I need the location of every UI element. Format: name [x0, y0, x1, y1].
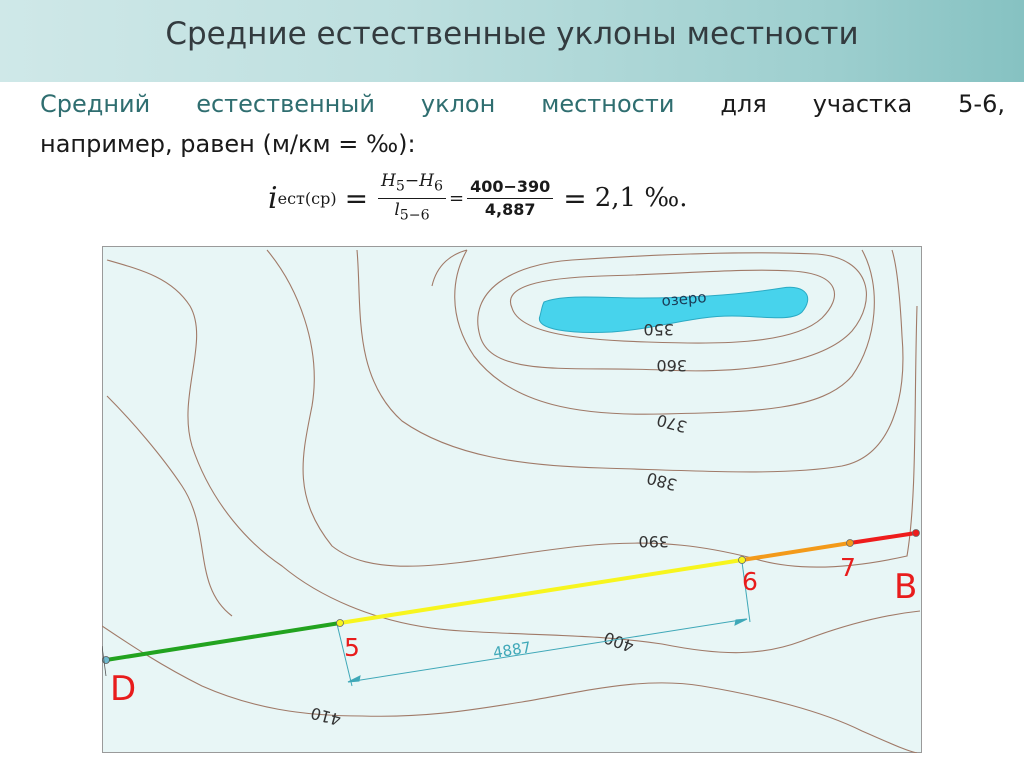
contour-line-350	[509, 269, 835, 344]
segment-5-6	[339, 558, 743, 625]
fraction-symbolic-numerator: H5−H6	[378, 170, 446, 199]
num-H6: H	[419, 171, 434, 192]
point-7-label: 7	[840, 553, 856, 582]
contour-line-380	[356, 249, 904, 473]
dimension-ext-right	[741, 561, 751, 623]
point-D-label: D	[110, 669, 136, 709]
num-H5-sub: 5	[395, 178, 405, 195]
num-H6-sub: 6	[433, 178, 443, 195]
contour-line-410	[101, 625, 918, 754]
title-bar: Средние естественные уклоны местности	[0, 0, 1024, 82]
contour-line-390	[266, 249, 918, 568]
dimension-ext-left	[336, 623, 353, 687]
formula-subscript: ест(ср)	[277, 188, 337, 208]
point-6-label: 6	[742, 567, 758, 596]
distance-label: 4887	[492, 638, 533, 662]
distance-dimension	[336, 561, 751, 687]
dimension-arrow-right	[734, 618, 748, 626]
point-B-label: B	[894, 567, 917, 607]
map-background	[102, 246, 922, 753]
map-svg: озеро 350 360 370 380 390 400 410 4887	[101, 246, 922, 754]
point-6-marker	[738, 556, 746, 564]
contour-line-360	[477, 252, 867, 372]
point-5-marker	[336, 619, 344, 627]
description-rest: для участка 5-6,	[720, 90, 1005, 118]
num-H5: H	[381, 171, 396, 192]
point-D-tick	[101, 645, 107, 677]
fraction-numeric-numerator: 400−390	[467, 176, 554, 199]
topographic-map: озеро 350 360 370 380 390 400 410 4887	[101, 246, 922, 754]
contour-line-400-a	[106, 259, 921, 654]
segment-6-7	[741, 541, 851, 562]
segment-D-5	[105, 621, 341, 662]
point-7-marker	[846, 539, 854, 547]
slope-formula: i ест(ср) = H5−H6 l5−6 = 400−390 4,887 =…	[268, 162, 688, 234]
contour-label-350: 350	[643, 320, 674, 339]
formula-equals-2: =	[563, 181, 587, 215]
fraction-symbolic-denominator: l5−6	[391, 199, 432, 226]
segment-7-B	[849, 531, 917, 545]
formula-equals: =	[344, 181, 369, 215]
highlighted-term: Средний естественный уклон местности	[40, 90, 675, 118]
dimension-main	[347, 618, 748, 683]
slide-title: Средние естественные уклоны местности	[165, 16, 859, 52]
fraction-symbolic: H5−H6 l5−6	[378, 170, 446, 226]
fraction-numeric: 400−390 4,887	[467, 176, 554, 221]
fraction-numeric-denominator: 4,887	[484, 199, 536, 219]
point-5-label: 5	[344, 633, 360, 662]
description-line-2: например, равен (м/км = ‰):	[40, 130, 416, 158]
formula-small-equals: =	[448, 187, 465, 209]
description-line-1: Средний естественный уклон местности для…	[40, 84, 1005, 124]
contour-line-370	[431, 249, 875, 415]
dimension-arrow-left	[347, 675, 361, 683]
den-l: l	[394, 199, 400, 220]
formula-symbol: i	[268, 180, 278, 216]
lake-shape	[538, 286, 809, 333]
lake-label: озеро	[661, 288, 707, 310]
contour-label-390: 390	[638, 532, 669, 551]
formula-result: 2,1 ‰.	[594, 183, 688, 213]
contour-label-360: 360	[656, 356, 687, 375]
den-l-sub: 5−6	[399, 206, 430, 223]
contour-line-400-b	[106, 395, 233, 617]
num-minus: −	[404, 171, 420, 192]
contour-lines	[101, 249, 921, 754]
point-B-marker	[912, 529, 920, 537]
